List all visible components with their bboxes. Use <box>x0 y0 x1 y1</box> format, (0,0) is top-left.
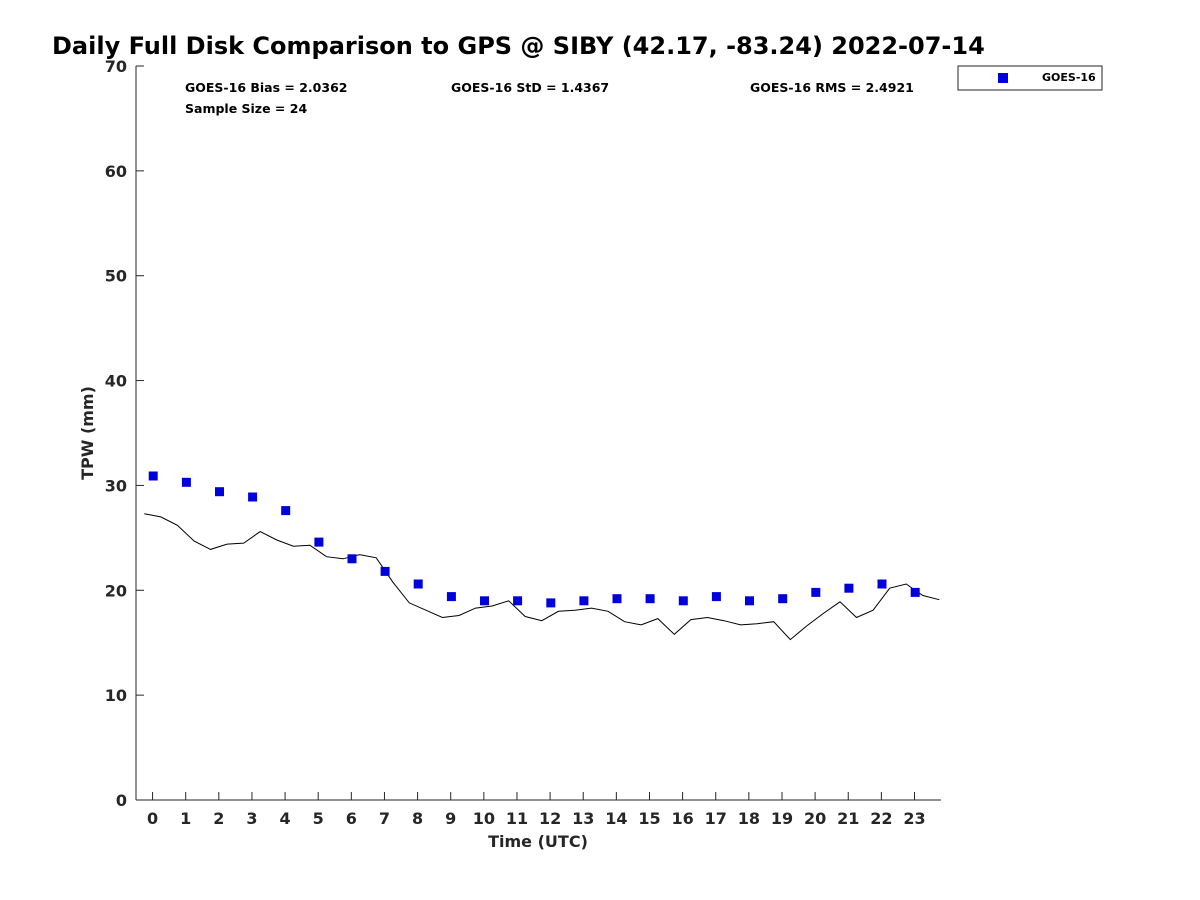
goes-16-point <box>811 587 821 597</box>
x-tick-label: 12 <box>539 809 561 828</box>
goes-16-point <box>446 592 456 602</box>
x-tick-label: 23 <box>903 809 925 828</box>
legend-label-goes-16: GOES-16 <box>1042 71 1096 84</box>
goes-16-point <box>612 594 622 604</box>
y-tick-label: 20 <box>105 581 127 600</box>
x-tick-label: 14 <box>605 809 627 828</box>
x-tick-label: 13 <box>572 809 594 828</box>
sample-size-stat: Sample Size = 24 <box>185 101 307 116</box>
bias-stat: GOES-16 Bias = 2.0362 <box>185 80 347 95</box>
legend-marker-goes-16 <box>998 73 1008 83</box>
legend-box <box>957 65 1103 91</box>
goes-16-point <box>546 598 556 608</box>
x-tick-label: 17 <box>705 809 727 828</box>
x-tick-label: 5 <box>313 809 324 828</box>
goes-16-series <box>148 471 920 608</box>
y-tick-label: 70 <box>105 57 127 76</box>
x-tick-label: 8 <box>412 809 423 828</box>
goes-16-point <box>215 487 224 497</box>
goes-16-point <box>480 596 489 606</box>
goes-16-point <box>678 596 688 606</box>
x-tick-label: 21 <box>837 809 859 828</box>
goes-16-point <box>645 594 655 604</box>
plot-area <box>135 66 941 801</box>
goes-16-point <box>844 583 854 593</box>
x-tick-label: 4 <box>280 809 291 828</box>
goes-16-point <box>711 592 721 602</box>
y-tick-label: 10 <box>105 686 127 705</box>
x-tick-label: 20 <box>804 809 826 828</box>
x-tick-label: 7 <box>379 809 390 828</box>
goes-16-point <box>877 579 887 589</box>
legend: GOES-16 <box>957 65 1103 91</box>
goes-16-point <box>347 554 357 564</box>
goes-16-point <box>281 506 291 516</box>
std-stat: GOES-16 StD = 1.4367 <box>451 80 609 95</box>
y-tick-label: 50 <box>105 267 127 286</box>
goes-16-point <box>778 594 788 604</box>
x-axis-label: Time (UTC) <box>488 832 588 851</box>
goes-16-point <box>513 596 523 606</box>
y-tick-label: 30 <box>105 476 127 495</box>
x-tick-label: 22 <box>870 809 892 828</box>
x-axis-ticks: 0 1 2 3 4 5 6 7 8 9 10 11 12 13 14 15 16 17 18 19 20 21 22 23 <box>147 792 926 828</box>
y-tick-label: 0 <box>116 791 127 810</box>
y-tick-label: 40 <box>105 372 127 391</box>
x-tick-label: 1 <box>180 809 191 828</box>
goes-16-point <box>413 579 423 589</box>
gps-series <box>144 513 940 641</box>
goes-16-point <box>579 596 589 606</box>
gps-line <box>144 513 940 641</box>
goes-16-point <box>181 477 191 487</box>
x-tick-label: 9 <box>445 809 456 828</box>
goes-16-point <box>248 492 258 502</box>
goes-16-point <box>910 587 920 597</box>
y-tick-label: 60 <box>105 162 127 181</box>
chart-title: Daily Full Disk Comparison to GPS @ SIBY… <box>52 32 985 60</box>
x-tick-label: 2 <box>213 809 224 828</box>
x-tick-label: 15 <box>638 809 660 828</box>
y-axis-ticks: 0 10 20 30 40 50 60 70 <box>105 57 144 810</box>
goes-16-point <box>314 537 324 547</box>
rms-stat: GOES-16 RMS = 2.4921 <box>750 80 914 95</box>
x-tick-label: 0 <box>147 809 158 828</box>
y-axis-label: TPW (mm) <box>78 386 97 480</box>
x-tick-label: 10 <box>473 809 495 828</box>
x-tick-label: 3 <box>246 809 257 828</box>
goes-16-point <box>745 596 754 606</box>
x-tick-label: 16 <box>671 809 693 828</box>
x-tick-label: 19 <box>771 809 793 828</box>
goes-16-point <box>148 471 158 481</box>
goes-16-point <box>380 566 390 576</box>
x-tick-label: 11 <box>506 809 528 828</box>
x-tick-label: 18 <box>738 809 760 828</box>
x-tick-label: 6 <box>346 809 357 828</box>
